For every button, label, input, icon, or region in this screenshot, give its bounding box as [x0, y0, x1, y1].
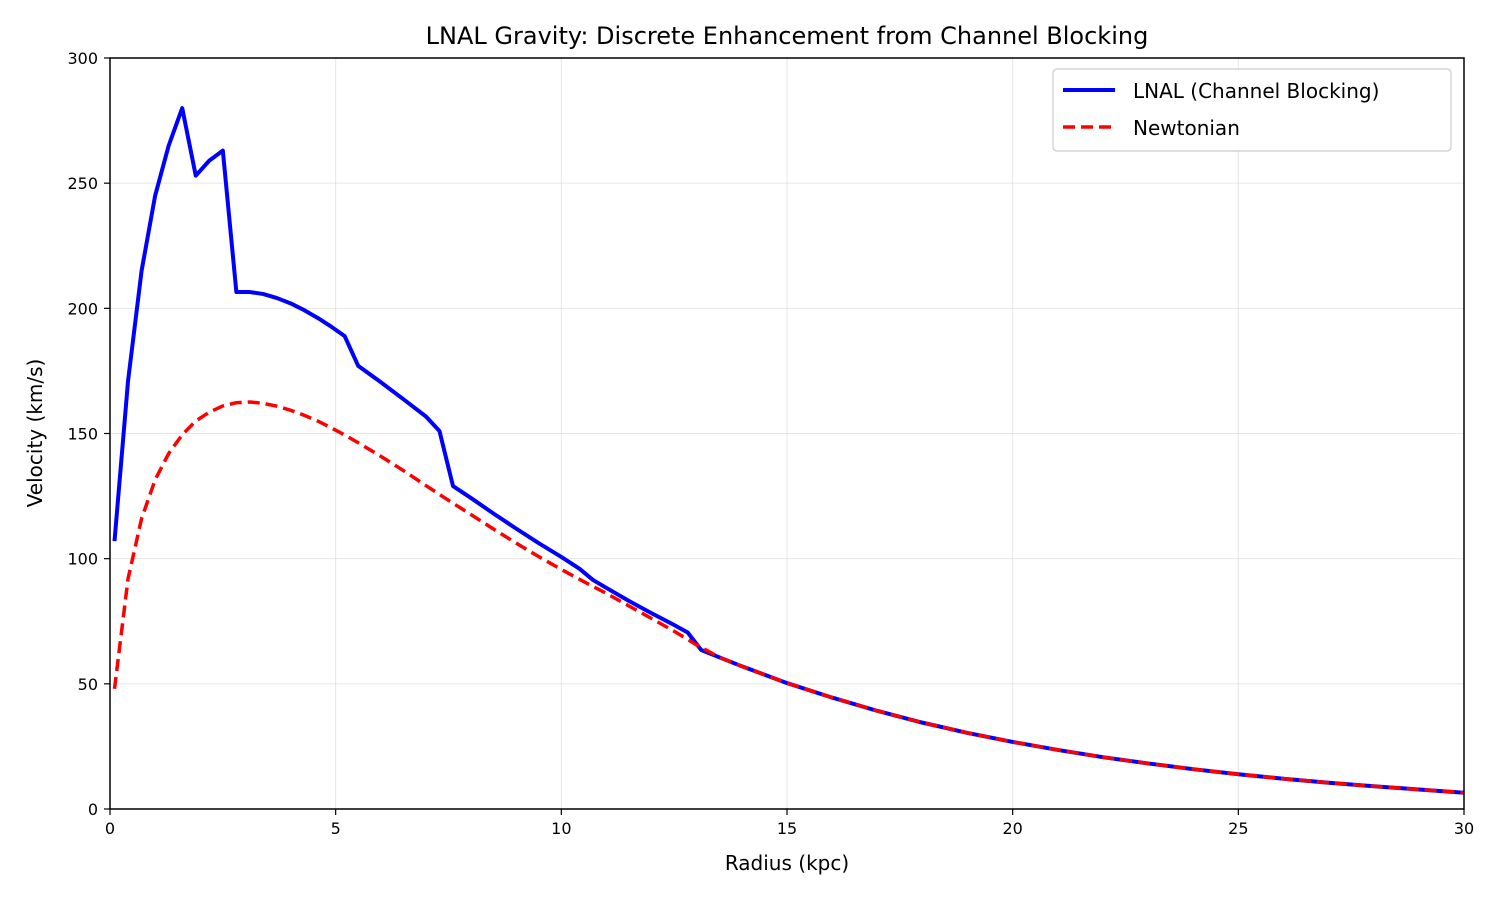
legend: LNAL (Channel Blocking) Newtonian: [1052, 68, 1452, 152]
y-tick-label: 200: [67, 299, 98, 318]
y-tick-label: 100: [67, 550, 98, 569]
legend-box: [1052, 68, 1452, 152]
y-tick-label: 250: [67, 174, 98, 193]
x-axis-label: Radius (kpc): [725, 851, 849, 875]
x-tick-label: 30: [1454, 819, 1474, 838]
y-tick-label: 150: [67, 425, 98, 444]
y-tick-label: 50: [78, 675, 98, 694]
y-tick-label: 0: [88, 800, 98, 819]
series-layer: [112, 106, 1465, 795]
x-tick-label: 10: [551, 819, 571, 838]
legend-label-lnal: LNAL (Channel Blocking): [1133, 79, 1379, 103]
y-tick-label: 300: [67, 49, 98, 68]
x-tick-label: 15: [777, 819, 797, 838]
x-tick-label: 0: [105, 819, 115, 838]
x-tick-label: 20: [1002, 819, 1022, 838]
x-tick-label: 5: [331, 819, 341, 838]
chart-title: LNAL Gravity: Discrete Enhancement from …: [426, 22, 1149, 50]
x-tick-label: 25: [1228, 819, 1248, 838]
legend-label-newtonian: Newtonian: [1133, 116, 1240, 140]
y-axis-label: Velocity (km/s): [23, 359, 47, 508]
